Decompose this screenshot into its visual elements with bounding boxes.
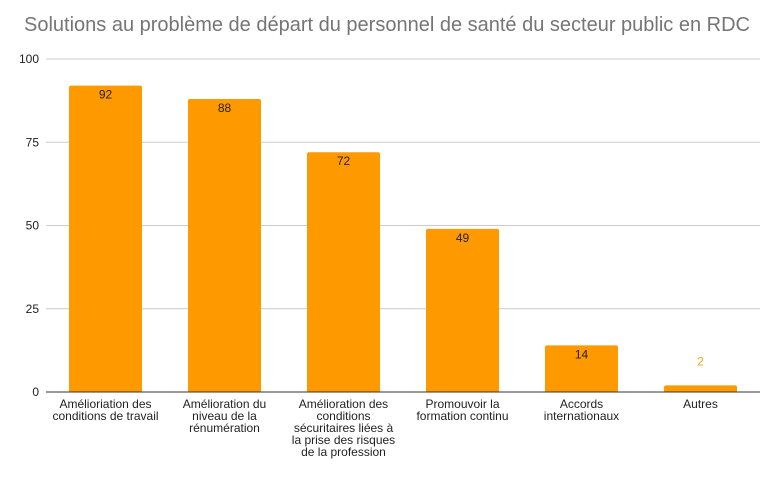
x-tick-label-line: conditions de travail: [52, 409, 158, 423]
data-label: 88: [218, 101, 232, 115]
x-tick-label-line: sécuritaires liées à: [294, 421, 394, 435]
y-tick-label: 25: [26, 302, 40, 316]
data-label: 92: [99, 88, 113, 102]
data-labels: 92 88 72 49 14 2: [99, 88, 704, 369]
x-tick-label-line: la prise des risques: [292, 433, 395, 447]
x-tick-label-line: Amélioration des: [299, 397, 388, 411]
y-tick-label: 50: [26, 219, 40, 233]
bars: [69, 85, 737, 393]
x-tick-label: Accords internationaux: [544, 397, 619, 423]
x-tick-label-line: de la profession: [301, 445, 386, 459]
y-tick-label: 100: [19, 52, 39, 66]
x-axis-labels: Amélioriation des conditions de travailAm…: [52, 397, 717, 459]
data-label: 72: [337, 154, 351, 168]
x-tick-label: Amélioriation des conditions de travail: [52, 397, 158, 423]
x-tick-label-line: niveau de la: [192, 409, 257, 423]
x-tick-label-line: internationaux: [544, 409, 619, 423]
data-label: 2: [697, 354, 704, 368]
y-tick-label: 0: [32, 385, 39, 399]
data-label: 14: [575, 347, 589, 361]
x-tick-label-line: Amélioriation des: [59, 397, 151, 411]
x-tick-label: Autres: [683, 397, 718, 411]
bar: [69, 85, 142, 392]
chart-title: Solutions au problème de départ du perso…: [24, 14, 750, 36]
x-tick-label-line: Promouvoir la: [425, 397, 499, 411]
x-tick-label: Amélioration des conditions sécuritaires l…: [292, 397, 395, 459]
bar: [307, 152, 380, 392]
y-tick-label: 75: [26, 135, 40, 149]
x-tick-label-line: Autres: [683, 397, 718, 411]
bar: [545, 345, 618, 392]
x-tick-label: Amélioration du niveau de la rénumération: [183, 397, 266, 435]
gridlines: [46, 58, 760, 310]
x-tick-label-line: Amélioration du: [183, 397, 266, 411]
bar: [664, 385, 737, 392]
bar: [426, 228, 499, 392]
data-label: 49: [456, 231, 470, 245]
bar: [188, 98, 261, 393]
x-tick-label-line: conditions: [316, 409, 370, 423]
x-tick-label: Promouvoir la formation continu: [416, 397, 508, 423]
y-axis-ticks: 0 25 50 75 100: [19, 52, 39, 399]
x-tick-label-line: Accords: [560, 397, 603, 411]
x-tick-label-line: formation continu: [416, 409, 508, 423]
x-tick-label-line: rénumération: [189, 421, 260, 435]
